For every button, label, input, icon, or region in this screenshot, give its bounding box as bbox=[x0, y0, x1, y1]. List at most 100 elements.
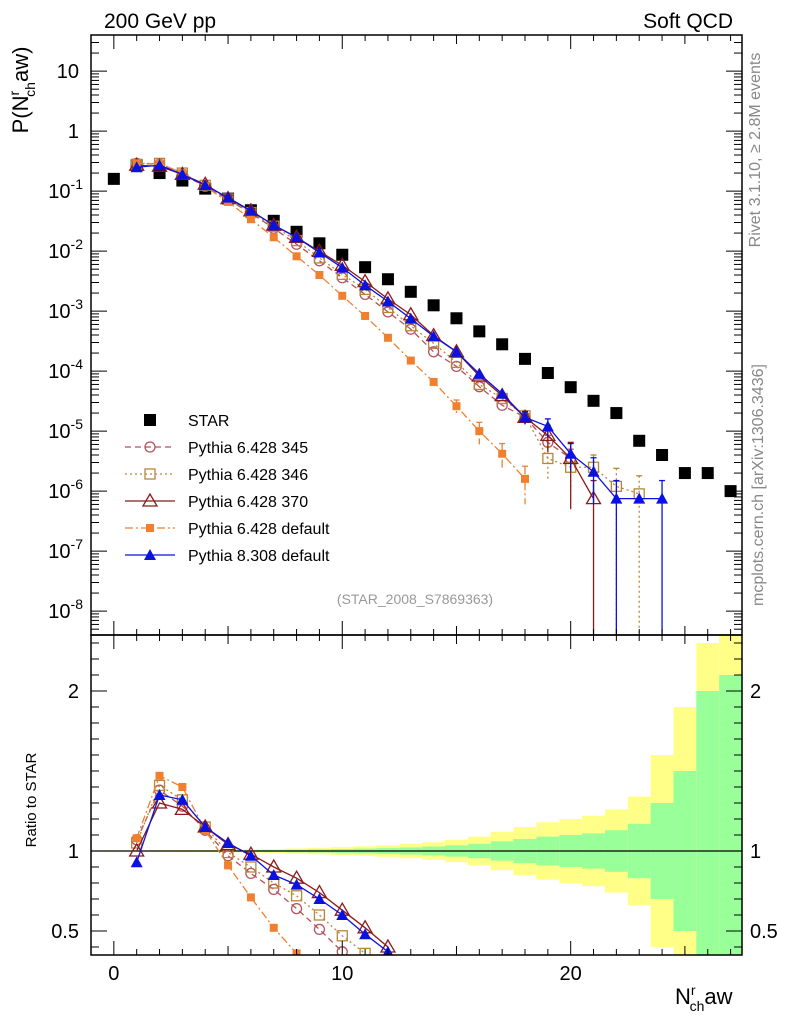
ratio-y-tick-label: 0.5 bbox=[51, 921, 79, 943]
data-point bbox=[564, 447, 577, 459]
ratio-point bbox=[153, 789, 166, 800]
data-point bbox=[381, 295, 394, 307]
ratio-line bbox=[136, 789, 343, 953]
legend-entry: Pythia 6.428 370 bbox=[125, 492, 308, 511]
data-point bbox=[361, 311, 370, 320]
data-point bbox=[452, 402, 461, 411]
ratio-y-tick-label: 2 bbox=[68, 681, 79, 703]
ratio-point bbox=[359, 928, 372, 940]
data-point bbox=[539, 427, 556, 442]
data-point bbox=[678, 467, 691, 480]
data-point bbox=[292, 252, 301, 261]
mcplots-label: mcplots.cern.ch [arXiv:1306.3436] bbox=[750, 364, 767, 606]
data-point bbox=[656, 492, 669, 504]
data-point bbox=[541, 420, 554, 432]
main-y-axis-label: P(Nrchaw) bbox=[6, 47, 38, 134]
data-point bbox=[519, 411, 531, 423]
legend-marker bbox=[144, 414, 156, 426]
x-tick-label: 0 bbox=[108, 963, 119, 985]
y-tick-label: 10-3 bbox=[48, 296, 83, 323]
data-point bbox=[427, 299, 440, 312]
legend-label: STAR bbox=[188, 413, 229, 430]
legend-marker bbox=[141, 492, 159, 507]
ratio-y-tick-label: 1 bbox=[68, 841, 79, 863]
ratio-point bbox=[176, 793, 189, 805]
data-point bbox=[587, 394, 600, 407]
ratio-point bbox=[267, 869, 280, 880]
data-point bbox=[269, 233, 278, 242]
data-point bbox=[427, 330, 440, 342]
ratio-point bbox=[246, 893, 255, 902]
y-tick-label: 10-2 bbox=[48, 236, 83, 263]
legend-marker bbox=[144, 549, 156, 560]
analysis-annotation: (STAR_2008_S7869363) bbox=[337, 591, 493, 607]
ratio-line bbox=[136, 802, 389, 948]
x-tick-label: 10 bbox=[331, 963, 353, 985]
x-axis-label: Nr chaw bbox=[675, 982, 733, 1014]
legend-label: Pythia 6.428 345 bbox=[188, 440, 308, 457]
ratio-point bbox=[178, 783, 187, 791]
ratio-point bbox=[336, 930, 348, 942]
data-point bbox=[496, 338, 509, 351]
ratio-point bbox=[132, 834, 141, 843]
y-tick-label: 10-1 bbox=[48, 176, 83, 203]
series-line bbox=[136, 162, 526, 480]
ratio-point bbox=[269, 923, 278, 932]
legend-entry: Pythia 6.428 346 bbox=[125, 467, 308, 484]
legend-label: Pythia 6.428 default bbox=[188, 521, 330, 538]
ratio-point bbox=[151, 794, 168, 809]
legend: STAR Pythia 6.428 345 Pythia 6.428 346 Pyth… bbox=[125, 413, 330, 565]
legend-entry: Pythia 8.308 default bbox=[125, 548, 330, 565]
ratio-panel-frame bbox=[90, 634, 743, 956]
data-point bbox=[541, 367, 554, 380]
data-point bbox=[450, 312, 463, 325]
data-point bbox=[564, 381, 577, 394]
data-point bbox=[587, 465, 600, 477]
y-tick-label: 10-8 bbox=[48, 596, 83, 623]
ratio-point bbox=[245, 861, 257, 873]
data-point bbox=[383, 333, 392, 342]
data-point bbox=[336, 272, 348, 284]
data-point bbox=[473, 367, 486, 379]
data-point bbox=[701, 467, 714, 480]
ratio-point bbox=[268, 883, 280, 896]
rivet-version-label: Rivet 3.1.10, ≥ 2.8M events bbox=[747, 53, 764, 248]
ratio-point bbox=[155, 771, 164, 780]
legend-entry: Pythia 6.428 default bbox=[125, 521, 330, 538]
data-point bbox=[521, 474, 529, 483]
data-point bbox=[475, 427, 484, 436]
data-point bbox=[222, 191, 235, 203]
data-point bbox=[429, 377, 438, 386]
data-point bbox=[176, 168, 189, 180]
series-line bbox=[136, 162, 572, 460]
data-point bbox=[107, 172, 120, 185]
ratio-y-axis-label: Ratio to STAR bbox=[23, 752, 40, 847]
ratio-point bbox=[290, 878, 303, 890]
data-point bbox=[498, 449, 507, 458]
legend-marker bbox=[144, 441, 156, 453]
ratio-line bbox=[136, 784, 366, 954]
data-point bbox=[313, 246, 326, 258]
ratio-point bbox=[336, 909, 349, 920]
ratio-point bbox=[290, 902, 303, 915]
data-point bbox=[473, 378, 485, 391]
ratio-point bbox=[222, 850, 234, 862]
data-point bbox=[519, 352, 531, 365]
ratio-point bbox=[290, 890, 303, 902]
data-point bbox=[406, 356, 415, 365]
data-point bbox=[267, 219, 280, 231]
ratio-point bbox=[313, 909, 326, 921]
legend-label: Pythia 8.308 default bbox=[188, 548, 330, 565]
y-tick-label: 10-4 bbox=[48, 356, 83, 383]
header-right-label: Soft QCD bbox=[643, 10, 733, 33]
data-point bbox=[359, 279, 372, 291]
legend-entry: Pythia 6.428 345 bbox=[125, 440, 308, 457]
legend-marker bbox=[144, 468, 156, 480]
ratio-y-tick-label-right: 2 bbox=[750, 681, 761, 703]
data-point bbox=[404, 285, 417, 298]
ratio-uncertainty-bands bbox=[91, 635, 742, 955]
ratio-point bbox=[222, 837, 235, 848]
ratio-point bbox=[245, 867, 257, 880]
ratio-band-green bbox=[719, 675, 742, 955]
